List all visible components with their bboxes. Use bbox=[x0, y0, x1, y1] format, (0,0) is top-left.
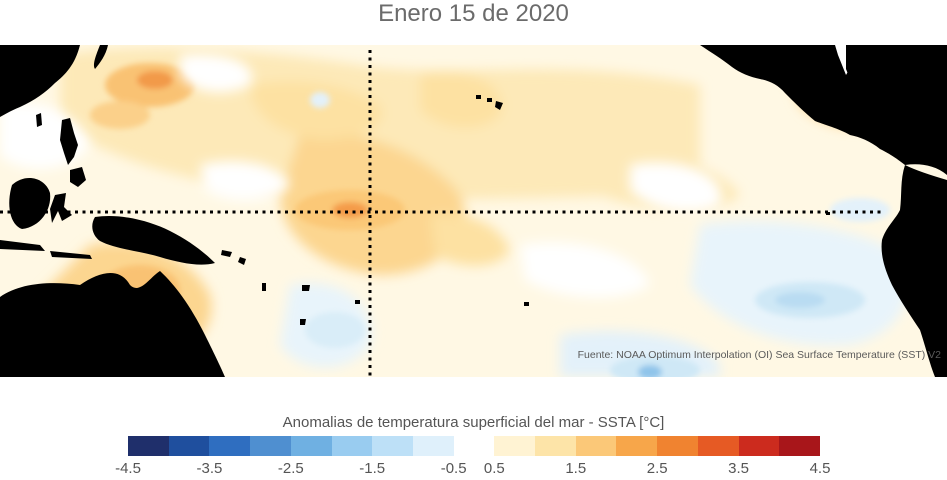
land-north-america bbox=[700, 45, 947, 175]
colorbar-tick-label: -3.5 bbox=[196, 460, 223, 477]
land-australia bbox=[0, 271, 225, 377]
land-borneo bbox=[9, 178, 51, 229]
colorbar-swatch bbox=[697, 436, 739, 456]
colorbar-swatch bbox=[209, 436, 251, 456]
colorbar-title: Anomalias de temperatura superficial del… bbox=[282, 414, 665, 431]
land-south-america bbox=[881, 165, 947, 377]
ssta-map-svg bbox=[0, 45, 947, 377]
colorbar-swatch bbox=[372, 436, 413, 456]
colorbar-swatch bbox=[331, 436, 373, 456]
colorbar-tick-label: 4.5 bbox=[809, 460, 831, 477]
colorbar-swatch bbox=[575, 436, 617, 456]
colorbar-swatch bbox=[290, 436, 332, 456]
colorbar-tick-label: 2.5 bbox=[646, 460, 668, 477]
colorbar-swatch bbox=[616, 436, 658, 456]
ssta-map bbox=[0, 45, 947, 377]
colorbar-tick-label: -2.5 bbox=[277, 460, 304, 477]
colorbar-ticks: -4.5 -3.5 -2.5 -1.5 -0.5 0.5 1.5 2.5 3.5 4.5 bbox=[0, 460, 947, 480]
land-new-guinea bbox=[92, 215, 215, 265]
land-hawaii bbox=[476, 95, 503, 110]
colorbar-tick-label: 1.5 bbox=[565, 460, 587, 477]
colorbar-swatch bbox=[535, 436, 576, 456]
colorbar-tick-label: -1.5 bbox=[359, 460, 386, 477]
land-lesser-sunda bbox=[50, 251, 92, 259]
land-sulawesi bbox=[50, 193, 72, 223]
map-title: Enero 15 de 2020 bbox=[378, 0, 569, 27]
colorbar-swatch bbox=[168, 436, 210, 456]
land-masses bbox=[0, 45, 947, 377]
land-asia bbox=[0, 45, 80, 117]
colorbar-tick-label: 3.5 bbox=[728, 460, 750, 477]
colorbar-swatch bbox=[412, 436, 454, 456]
source-credit: Fuente: NOAA Optimum Interpolation (OI) … bbox=[577, 349, 941, 361]
colorbar-swatch bbox=[250, 436, 291, 456]
land-taiwan bbox=[36, 113, 42, 127]
strong-cool-spots bbox=[305, 92, 890, 377]
colorbar-tick-label: -0.5 bbox=[440, 460, 467, 477]
colorbar-swatch bbox=[738, 436, 780, 456]
colorbar-tick-label: 0.5 bbox=[483, 460, 505, 477]
land-philippines bbox=[60, 118, 78, 165]
colorbar-swatch bbox=[779, 436, 820, 456]
land-java bbox=[0, 240, 45, 251]
colorbar-swatch bbox=[128, 436, 169, 456]
colorbar-swatch bbox=[494, 436, 536, 456]
colorbar-tick-label: -4.5 bbox=[115, 460, 141, 477]
land-japan bbox=[93, 45, 108, 69]
colorbar-swatch bbox=[657, 436, 698, 456]
land-mindanao bbox=[70, 167, 86, 187]
colorbar bbox=[128, 436, 820, 456]
colorbar-swatch bbox=[453, 436, 495, 456]
